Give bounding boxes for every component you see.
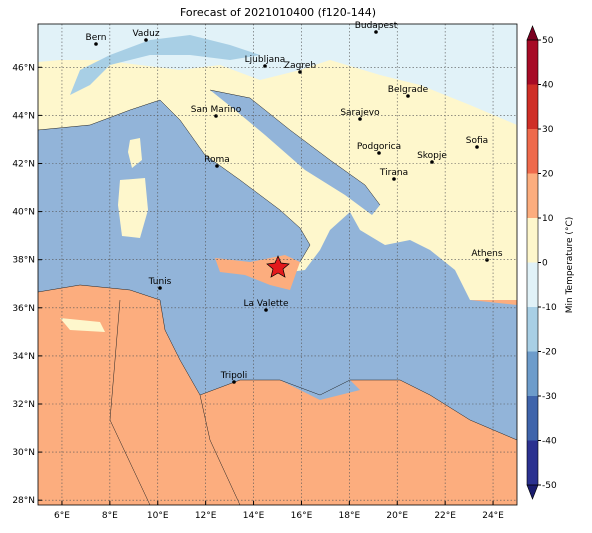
city-dot <box>144 38 148 42</box>
city-label: Vaduz <box>132 29 159 39</box>
x-tick-label: 10°E <box>147 511 169 521</box>
colorbar-tick-label: 30 <box>542 125 554 135</box>
city-label: Zagreb <box>284 61 316 71</box>
colorbar-over <box>526 25 539 41</box>
city-label: Podgorica <box>357 142 401 152</box>
city-dot <box>158 286 162 290</box>
alps <box>70 35 260 95</box>
city-dot <box>263 64 267 68</box>
colorbar-segment <box>527 40 538 85</box>
colorbar-tick-label: 0 <box>542 259 548 269</box>
city-label: Belgrade <box>388 85 429 95</box>
corsica <box>128 138 142 168</box>
city-dot <box>377 151 381 155</box>
city-dot <box>232 380 236 384</box>
sardinia <box>118 178 148 238</box>
y-tick-label: 32°N <box>12 400 35 410</box>
city-label: Roma <box>204 155 230 165</box>
city-dot <box>374 30 378 34</box>
city-label: Ljubljana <box>245 55 286 65</box>
city-label: Tunis <box>148 277 172 287</box>
city-dot <box>215 164 219 168</box>
x-tick-label: 14°E <box>243 511 265 521</box>
y-tick-label: 46°N <box>12 63 35 73</box>
colorbar-segment <box>527 262 538 307</box>
x-tick-label: 20°E <box>386 511 408 521</box>
map-frame <box>37 23 518 506</box>
city-label: Athens <box>471 249 502 259</box>
city-label: Budapest <box>355 21 398 31</box>
colorbar-tick-label: -20 <box>542 348 557 358</box>
city-dot <box>475 145 479 149</box>
city-dot <box>430 160 434 164</box>
city-dot <box>485 258 489 262</box>
city-dot <box>358 117 362 121</box>
city-dot <box>298 70 302 74</box>
tunisia-cold <box>60 318 105 332</box>
city-label: Sarajevo <box>340 108 380 118</box>
x-tick-label: 8°E <box>102 511 118 521</box>
city-dot <box>94 42 98 46</box>
city-label: Bern <box>86 33 107 43</box>
y-tick-label: 40°N <box>12 208 35 218</box>
colorbar-tick-label: 10 <box>542 214 554 224</box>
title: Forecast of 2021010400 (f120-144) <box>180 6 376 19</box>
y-tick-label: 34°N <box>12 352 35 362</box>
colorbar-segment <box>527 307 538 352</box>
x-tick-label: 22°E <box>434 511 456 521</box>
x-tick-label: 16°E <box>291 511 313 521</box>
colorbar-tick-label: -30 <box>542 392 557 402</box>
colorbar-segment <box>527 129 538 174</box>
y-tick-label: 42°N <box>12 159 35 169</box>
x-tick-label: 24°E <box>482 511 504 521</box>
city-label: Tirana <box>379 168 408 178</box>
city-label: Skopje <box>417 151 447 161</box>
colorbar-tick-label: -10 <box>542 303 557 313</box>
colorbar-label: Min Temperature (°C) <box>565 217 575 314</box>
colorbar-segment <box>527 396 538 441</box>
city-dot <box>264 308 268 312</box>
colorbar-under <box>526 484 539 500</box>
colorbar-tick-label: 20 <box>542 170 554 180</box>
colorbar-segment <box>527 351 538 396</box>
colorbar-tick-label: 40 <box>542 81 554 91</box>
city-label: Sofia <box>466 136 488 146</box>
colorbar-tick-label: -40 <box>542 437 557 447</box>
colorbar-segment <box>527 440 538 485</box>
colorbar-segment <box>527 84 538 129</box>
colorbar-segment <box>527 218 538 263</box>
city-dot <box>406 94 410 98</box>
city-dot <box>392 177 396 181</box>
y-tick-label: 38°N <box>12 256 35 266</box>
y-tick-label: 30°N <box>12 448 35 458</box>
colorbar-tick-label: -50 <box>542 481 557 491</box>
adriatic <box>210 90 380 215</box>
colorbar-segment <box>527 173 538 218</box>
x-tick-label: 18°E <box>339 511 361 521</box>
star-marker <box>266 255 290 278</box>
y-tick-label: 44°N <box>12 111 35 121</box>
y-tick-label: 36°N <box>12 304 35 314</box>
x-tick-label: 6°E <box>54 511 70 521</box>
city-label: Tripoli <box>220 371 248 381</box>
y-tick-label: 28°N <box>12 496 35 506</box>
city-label: San Marino <box>191 105 242 115</box>
city-label: La Valette <box>244 299 289 309</box>
x-tick-label: 12°E <box>195 511 217 521</box>
colorbar-tick-label: 50 <box>542 36 554 46</box>
